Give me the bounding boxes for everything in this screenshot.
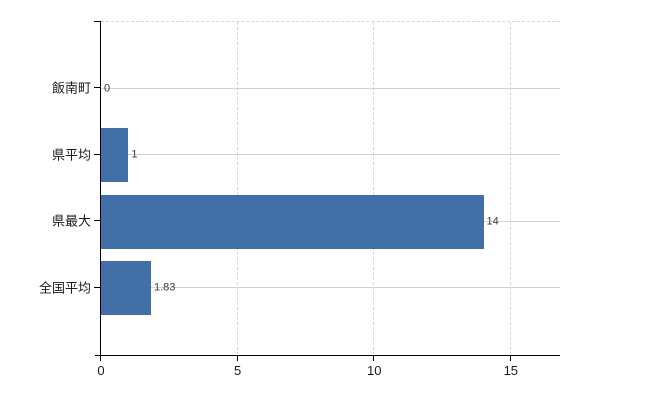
y-axis-labels: 飯南町県平均県最大全国平均 bbox=[0, 21, 101, 355]
category-label: 全国平均 bbox=[38, 280, 91, 296]
bar-value-label: 0 bbox=[104, 82, 111, 95]
x-tick-label: 0 bbox=[97, 363, 105, 378]
x-tick-mark bbox=[373, 356, 375, 361]
x-axis-ticks: 0 5 10 15 bbox=[97, 356, 560, 386]
h-gridline bbox=[101, 154, 560, 156]
y-tick-mark bbox=[94, 287, 100, 289]
y-axis-top-tick bbox=[94, 21, 101, 22]
x-tick-mark bbox=[236, 356, 238, 361]
x-tick-label: 15 bbox=[503, 363, 519, 378]
y-tick-mark bbox=[94, 153, 100, 155]
x-tick-mark bbox=[100, 356, 101, 361]
category-label: 県平均 bbox=[51, 147, 91, 163]
y-tick-mark bbox=[94, 220, 100, 222]
bar-value-label: 14 bbox=[486, 215, 499, 228]
category-label: 県最大 bbox=[51, 213, 91, 229]
bar bbox=[101, 194, 484, 249]
x-tick-label: 5 bbox=[233, 363, 242, 378]
x-tick-mark bbox=[509, 356, 511, 361]
v-gridline bbox=[509, 22, 511, 355]
h-gridline bbox=[101, 287, 560, 289]
x-tick-label: 10 bbox=[366, 363, 382, 378]
x-axis-line bbox=[95, 355, 560, 356]
y-axis-line bbox=[100, 21, 101, 355]
v-gridline bbox=[373, 22, 375, 355]
bar bbox=[101, 261, 151, 316]
category-label: 飯南町 bbox=[51, 80, 91, 96]
bar-value-label: 1.83 bbox=[153, 281, 176, 294]
bar-value-label: 1 bbox=[131, 148, 138, 161]
bar bbox=[101, 128, 129, 183]
plot-area: 0 1 14 1.83 bbox=[101, 21, 560, 355]
y-tick-mark bbox=[94, 86, 100, 88]
v-gridline bbox=[236, 22, 238, 355]
h-gridline bbox=[101, 87, 560, 89]
